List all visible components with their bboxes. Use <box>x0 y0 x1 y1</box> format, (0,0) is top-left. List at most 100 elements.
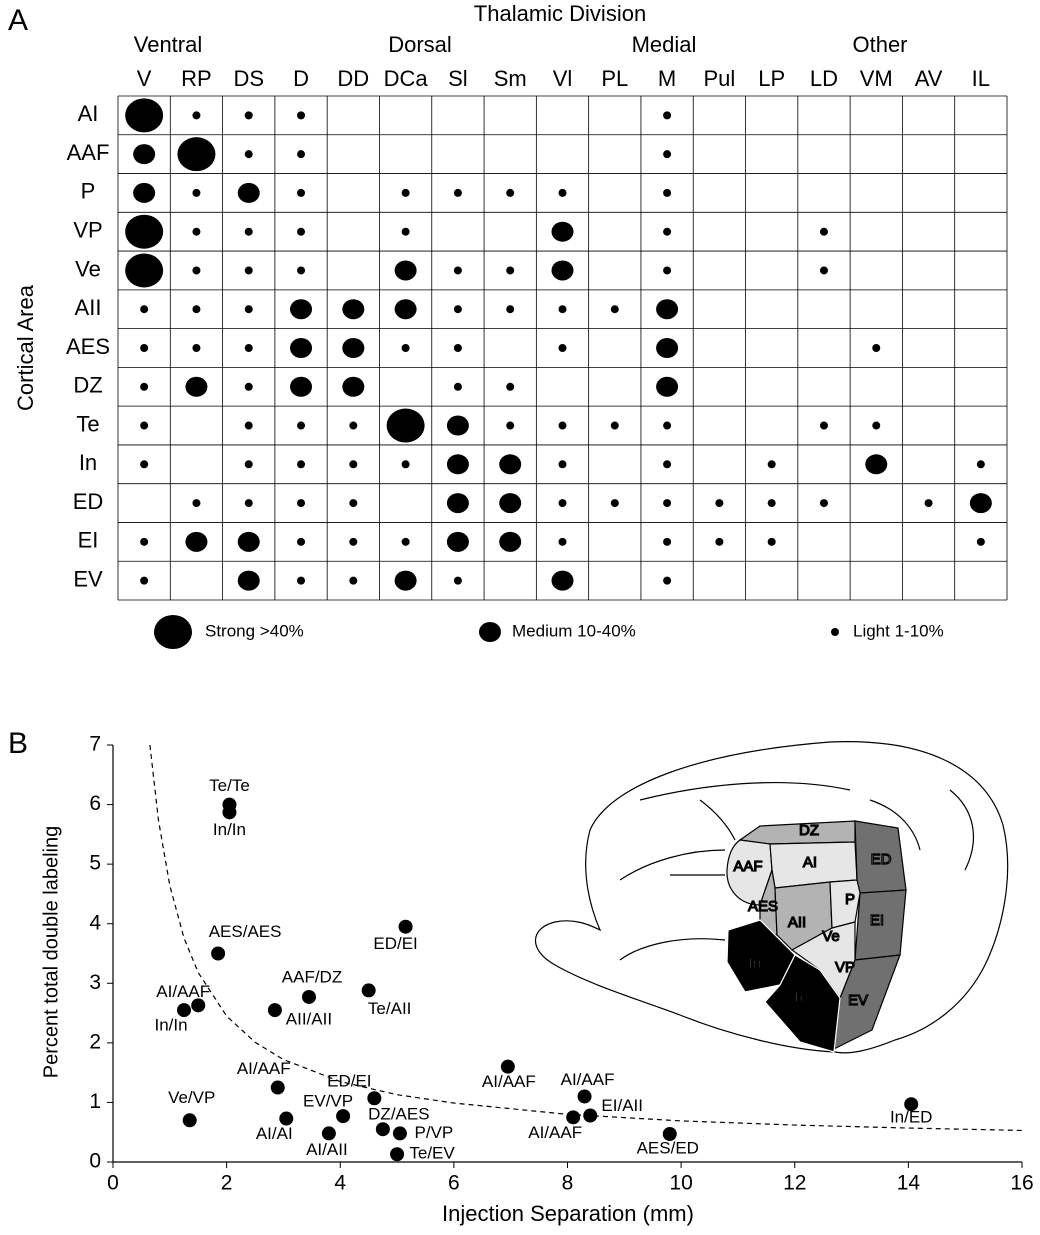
point <box>392 1126 407 1141</box>
dot <box>551 221 574 242</box>
row-label: In <box>79 450 97 475</box>
point <box>270 1080 285 1095</box>
dot <box>349 421 358 430</box>
dot <box>401 344 410 352</box>
dot <box>656 376 679 397</box>
fit-curve <box>149 744 1023 1132</box>
y-tick-label: 5 <box>89 852 101 875</box>
legend-label: Medium 10-40% <box>512 621 636 640</box>
brain-label: P <box>845 891 855 908</box>
point <box>267 1003 282 1018</box>
point-label: Te/AII <box>368 999 411 1018</box>
x-tick-label: 0 <box>107 1172 119 1195</box>
dot <box>140 421 149 430</box>
dot <box>125 253 164 288</box>
point-label: ED/EI <box>373 934 417 953</box>
dot <box>290 299 313 320</box>
point-label: Te/EV <box>409 1144 455 1163</box>
x-tick-label: 6 <box>448 1172 460 1195</box>
point <box>321 1126 336 1141</box>
point <box>367 1091 382 1106</box>
row-label: AII <box>75 295 102 320</box>
dot <box>499 493 522 514</box>
legend-label: Strong >40% <box>205 621 304 640</box>
dot <box>558 499 567 508</box>
legend-key <box>154 615 192 649</box>
brain-label: VP <box>835 959 855 976</box>
dot <box>297 499 306 508</box>
dot <box>140 344 149 352</box>
dot <box>192 227 201 236</box>
dot <box>663 460 672 469</box>
y-tick-label: 6 <box>89 792 101 815</box>
point-label: AES/AES <box>209 922 282 941</box>
dot <box>506 382 515 391</box>
row-label: EV <box>73 566 103 591</box>
dot <box>663 576 672 585</box>
dot <box>125 214 164 249</box>
dot <box>342 338 365 358</box>
dot <box>767 537 776 546</box>
dot <box>394 260 417 281</box>
dot <box>453 344 462 352</box>
dot <box>244 227 253 236</box>
column-label: Vl <box>553 66 573 91</box>
dot <box>819 421 828 430</box>
point <box>577 1089 592 1104</box>
panel-letter: A <box>8 4 28 37</box>
y-tick-label: 2 <box>89 1030 101 1053</box>
x-tick-label: 14 <box>897 1172 921 1195</box>
brain-label: AES <box>748 898 778 915</box>
dot <box>192 305 201 314</box>
group-label: Medial <box>632 32 697 57</box>
point-label: AI/AAF <box>528 1123 582 1142</box>
point-label: DZ/AES <box>368 1105 429 1124</box>
dot <box>133 144 156 165</box>
column-label: RP <box>181 66 212 91</box>
point <box>279 1111 294 1126</box>
dot <box>401 460 410 469</box>
dot <box>185 376 208 397</box>
dot <box>610 421 619 430</box>
dot <box>244 150 253 159</box>
column-label: VM <box>860 66 893 91</box>
group-label: Dorsal <box>388 32 452 57</box>
dot <box>401 227 410 236</box>
dot <box>453 576 462 585</box>
brain-label: DZ <box>799 822 819 839</box>
dot <box>819 499 828 508</box>
point <box>398 919 413 934</box>
column-label: AV <box>915 66 943 91</box>
x-tick-label: 4 <box>334 1172 346 1195</box>
y-tick-label: 7 <box>89 733 101 756</box>
dot <box>349 499 358 508</box>
dot <box>506 188 515 197</box>
dot <box>656 299 679 320</box>
dot <box>819 227 828 236</box>
row-label: DZ <box>73 373 102 398</box>
point-label: AI/AI <box>256 1124 293 1143</box>
dot <box>663 499 672 508</box>
x-tick-label: 16 <box>1010 1172 1033 1195</box>
dot <box>499 531 522 552</box>
point <box>182 1113 197 1128</box>
dot <box>446 531 469 552</box>
row-label: VP <box>73 218 102 243</box>
dot <box>819 266 828 275</box>
dot <box>401 188 410 197</box>
brain-label: Te <box>792 989 808 1006</box>
dot <box>401 537 410 546</box>
row-label: EI <box>78 528 99 553</box>
y-tick-label: 1 <box>89 1090 101 1113</box>
dot <box>663 188 672 197</box>
region-te <box>764 954 841 1053</box>
dot <box>663 537 672 546</box>
point <box>390 1147 405 1162</box>
point <box>583 1108 598 1123</box>
dot <box>663 421 672 430</box>
y-axis-title: Percent total double labeling <box>40 826 62 1078</box>
dot <box>125 98 164 133</box>
row-label: AI <box>78 101 99 126</box>
